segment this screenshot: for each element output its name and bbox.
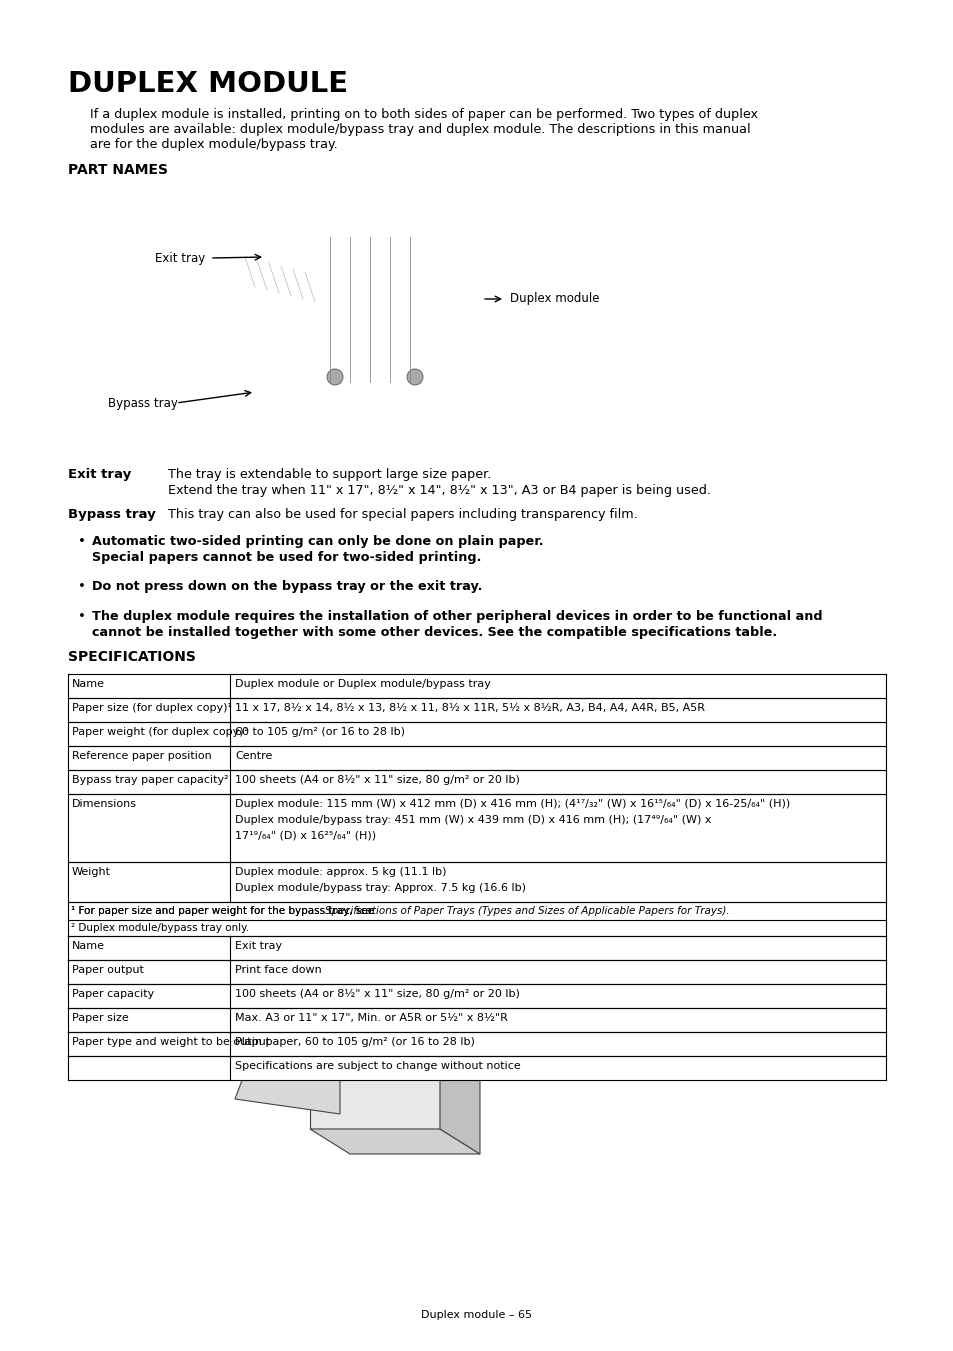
Text: Duplex module: 115 mm (W) x 412 mm (D) x 416 mm (H); (4¹⁷/₃₂" (W) x 16¹⁵/₆₄" (D): Duplex module: 115 mm (W) x 412 mm (D) x… [234,798,789,809]
Text: modules are available: duplex module/bypass tray and duplex module. The descript: modules are available: duplex module/byp… [90,123,750,136]
Text: The tray is extendable to support large size paper.: The tray is extendable to support large … [168,467,491,481]
Text: 17¹⁹/₆₄" (D) x 16²⁵/₆₄" (H)): 17¹⁹/₆₄" (D) x 16²⁵/₆₄" (H)) [234,831,375,842]
Text: Reference paper position: Reference paper position [71,751,212,761]
Bar [68,770,885,794]
Text: Weight: Weight [71,867,111,877]
Polygon shape [310,954,439,1129]
Text: DUPLEX MODULE: DUPLEX MODULE [68,70,348,99]
Text: ¹ For paper size and paper weight for the bypass tray, see: ¹ For paper size and paper weight for th… [71,907,377,916]
Text: Automatic two-sided printing can only be done on plain paper.: Automatic two-sided printing can only be… [91,535,543,549]
Polygon shape [310,1129,479,1154]
Bar [68,902,885,920]
Polygon shape [250,939,390,994]
Text: Paper size (for duplex copy)¹: Paper size (for duplex copy)¹ [71,703,232,713]
Text: The duplex module requires the installation of other peripheral devices in order: The duplex module requires the installat… [91,611,821,623]
Text: Duplex module/bypass tray: 451 mm (W) x 439 mm (D) x 416 mm (H); (17⁴⁹/₆₄" (W) x: Duplex module/bypass tray: 451 mm (W) x … [234,815,711,825]
Text: Exit tray: Exit tray [154,253,205,265]
Text: 60 to 105 g/m² (or 16 to 28 lb): 60 to 105 g/m² (or 16 to 28 lb) [234,727,405,738]
Text: This tray can also be used for special papers including transparency film.: This tray can also be used for special p… [168,508,638,521]
Bar [68,698,885,721]
Bar [68,936,885,961]
Text: ² Duplex module/bypass tray only.: ² Duplex module/bypass tray only. [71,923,249,934]
Text: Dimensions: Dimensions [71,798,137,809]
Bar [68,920,885,936]
Text: Max. A3 or 11" x 17", Min. or A5R or 5½" x 8½"R: Max. A3 or 11" x 17", Min. or A5R or 5½"… [234,1013,507,1023]
Text: Exit tray: Exit tray [68,467,132,481]
Text: Bypass tray paper capacity²: Bypass tray paper capacity² [71,775,229,785]
Text: •: • [78,580,86,593]
Text: Extend the tray when 11" x 17", 8½" x 14", 8½" x 13", A3 or B4 paper is being us: Extend the tray when 11" x 17", 8½" x 14… [168,484,710,497]
Polygon shape [253,969,387,989]
Text: 100 sheets (A4 or 8½" x 11" size, 80 g/m² or 20 lb): 100 sheets (A4 or 8½" x 11" size, 80 g/m… [234,775,519,785]
Text: Paper weight (for duplex copy)¹: Paper weight (for duplex copy)¹ [71,727,248,738]
Bar [68,746,885,770]
Text: Bypass tray: Bypass tray [108,397,177,409]
Bar [68,1032,885,1056]
Text: cannot be installed together with some other devices. See the compatible specifi: cannot be installed together with some o… [91,626,777,639]
Text: Paper size: Paper size [71,1013,129,1023]
Bar [68,794,885,862]
Circle shape [327,369,343,385]
Text: Plain paper, 60 to 105 g/m² (or 16 to 28 lb): Plain paper, 60 to 105 g/m² (or 16 to 28… [234,1038,475,1047]
Text: Name: Name [71,942,105,951]
Bar [68,1056,885,1079]
Bar [68,674,885,698]
Text: Paper output: Paper output [71,965,144,975]
Text: Print face down: Print face down [234,965,321,975]
Text: Name: Name [71,680,105,689]
Polygon shape [252,971,388,992]
Text: Specifications are subject to change without notice: Specifications are subject to change wit… [234,1061,520,1071]
Text: Paper type and weight to be output: Paper type and weight to be output [71,1038,270,1047]
Text: Duplex module/bypass tray: Approx. 7.5 kg (16.6 lb): Duplex module/bypass tray: Approx. 7.5 k… [234,884,525,893]
Text: 11 x 17, 8½ x 14, 8½ x 13, 8½ x 11, 8½ x 11R, 5½ x 8½R, A3, B4, A4, A4R, B5, A5R: 11 x 17, 8½ x 14, 8½ x 13, 8½ x 11, 8½ x… [234,703,704,713]
Polygon shape [234,1059,339,1115]
Bar [68,721,885,746]
Text: are for the duplex module/bypass tray.: are for the duplex module/bypass tray. [90,138,337,151]
Polygon shape [439,954,479,1154]
Text: Paper capacity: Paper capacity [71,989,154,998]
Text: 100 sheets (A4 or 8½" x 11" size, 80 g/m² or 20 lb): 100 sheets (A4 or 8½" x 11" size, 80 g/m… [234,989,519,1000]
Text: Centre: Centre [234,751,273,761]
Text: Duplex module: Duplex module [510,292,598,305]
Text: Bypass tray: Bypass tray [68,508,155,521]
Text: Duplex module or Duplex module/bypass tray: Duplex module or Duplex module/bypass tr… [234,680,491,689]
Text: Special papers cannot be used for two-sided printing.: Special papers cannot be used for two-si… [91,551,481,563]
Text: PART NAMES: PART NAMES [68,163,168,177]
Circle shape [407,369,422,385]
Text: •: • [78,535,86,549]
Bar [68,1008,885,1032]
Bar [68,862,885,902]
Text: Exit tray: Exit tray [234,942,282,951]
Polygon shape [253,965,386,986]
Text: ¹ For paper size and paper weight for the bypass tray, see: ¹ For paper size and paper weight for th… [71,907,377,916]
Text: If a duplex module is installed, printing on to both sides of paper can be perfo: If a duplex module is installed, printin… [90,108,758,122]
Text: Duplex module – 65: Duplex module – 65 [421,1310,532,1320]
Bar [68,984,885,1008]
Text: Do not press down on the bypass tray or the exit tray.: Do not press down on the bypass tray or … [91,580,482,593]
Text: •: • [78,611,86,623]
Bar [68,961,885,984]
Text: SPECIFICATIONS: SPECIFICATIONS [68,650,195,663]
Text: Specifications of Paper Trays (Types and Sizes of Applicable Papers for Trays).: Specifications of Paper Trays (Types and… [324,907,728,916]
Text: Duplex module: approx. 5 kg (11.1 lb): Duplex module: approx. 5 kg (11.1 lb) [234,867,446,877]
